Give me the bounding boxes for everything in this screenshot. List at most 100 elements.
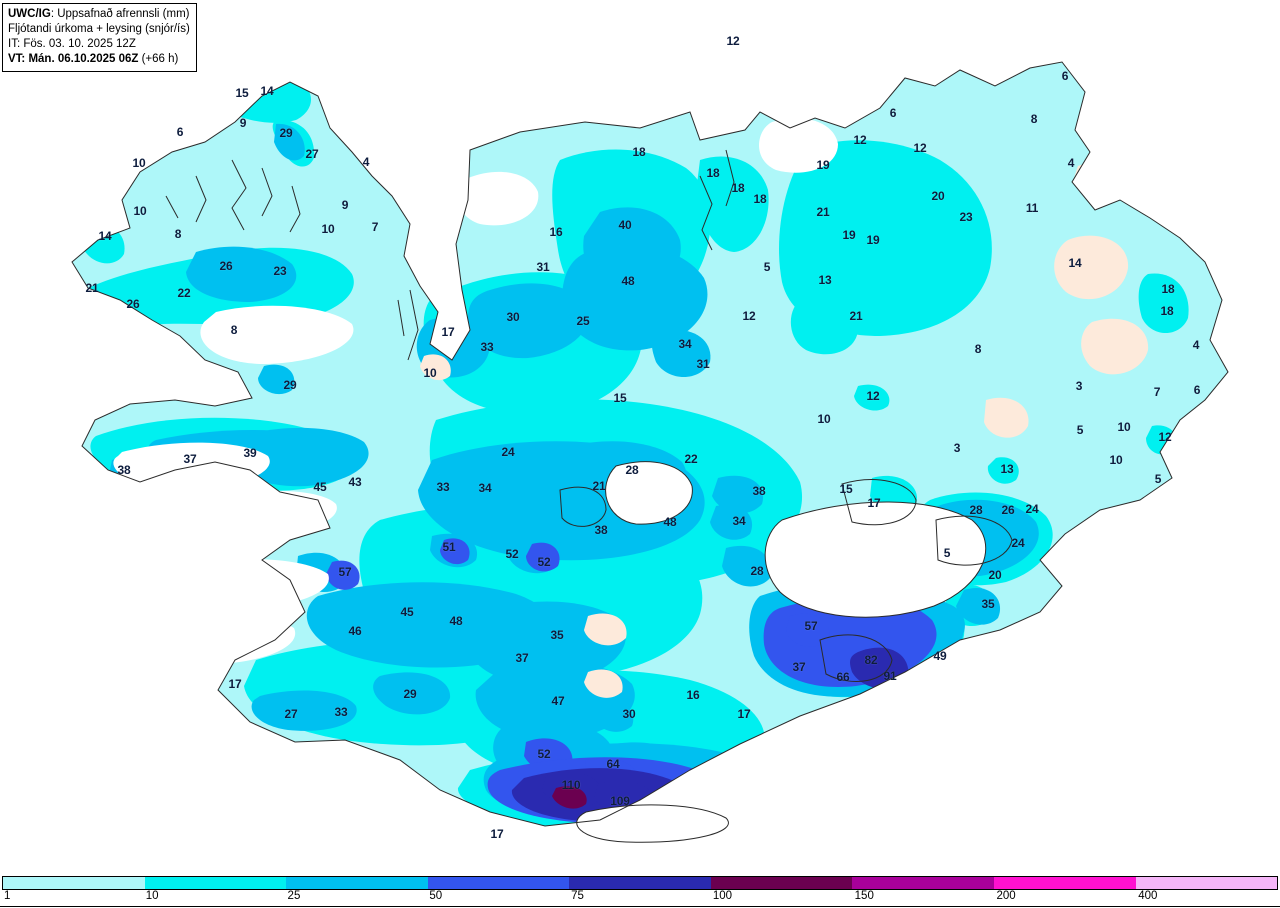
- station-value: 18: [1161, 282, 1175, 296]
- runoff-map: UWC/IG: Uppsafnað afrennsli (mm) Fljótan…: [2, 3, 1229, 843]
- station-value: 3: [953, 441, 961, 455]
- station-value: 9: [341, 198, 349, 212]
- info-valid-line: VT: Mán. 06.10.2025 06Z (+66 h): [8, 52, 190, 67]
- scale-band-400: [1135, 877, 1278, 889]
- info-init-time: IT: Fös. 03. 10. 2025 12Z: [8, 37, 136, 50]
- station-value: 47: [551, 694, 565, 708]
- station-value: 34: [678, 337, 692, 351]
- station-value: 37: [515, 651, 529, 665]
- station-value: 12: [1158, 430, 1172, 444]
- station-value: 5: [1154, 472, 1162, 486]
- scale-tick-1: 1: [4, 890, 11, 902]
- station-value: 17: [228, 677, 242, 691]
- scale-baseline: [0, 906, 1280, 907]
- station-value: 29: [279, 126, 293, 140]
- station-value: 64: [606, 757, 620, 771]
- info-source: UWC/IG: [8, 8, 51, 20]
- station-value: 13: [818, 273, 832, 287]
- station-value: 21: [592, 479, 606, 493]
- station-value: 48: [621, 274, 635, 288]
- station-value: 28: [625, 463, 639, 477]
- station-value: 12: [853, 133, 867, 147]
- station-value: 10: [423, 366, 437, 380]
- station-value: 10: [321, 222, 335, 236]
- station-value: 18: [731, 181, 745, 195]
- station-value: 20: [988, 568, 1002, 582]
- scale-band-200: [993, 877, 1136, 889]
- info-lead-time: (+66 h): [138, 52, 179, 65]
- station-value: 33: [480, 340, 494, 354]
- station-value: 43: [348, 475, 362, 489]
- station-value: 26: [1001, 503, 1015, 517]
- station-value: 6: [1061, 69, 1069, 83]
- station-value: 6: [1193, 383, 1201, 397]
- station-value: 22: [177, 286, 191, 300]
- station-value: 12: [913, 141, 927, 155]
- info-box: UWC/IG: Uppsafnað afrennsli (mm) Fljótan…: [2, 3, 197, 72]
- station-value: 7: [371, 220, 379, 234]
- station-value: 31: [696, 357, 710, 371]
- station-value: 19: [842, 228, 856, 242]
- color-scale-bar: [2, 876, 1278, 890]
- station-value: 25: [576, 314, 590, 328]
- station-value: 10: [817, 412, 831, 426]
- station-value: 8: [230, 323, 238, 337]
- station-value: 57: [338, 565, 352, 579]
- station-value: 20: [931, 189, 945, 203]
- station-value: 4: [362, 155, 370, 169]
- station-value: 37: [792, 660, 806, 674]
- scale-tick-75: 75: [571, 890, 584, 902]
- station-value: 22: [684, 452, 698, 466]
- station-value: 33: [436, 480, 450, 494]
- station-value: 30: [506, 310, 520, 324]
- station-value: 18: [632, 145, 646, 159]
- scale-tick-150: 150: [854, 890, 874, 902]
- station-value: 82: [864, 653, 878, 667]
- station-value: 24: [501, 445, 515, 459]
- station-value: 17: [867, 496, 881, 510]
- station-value: 45: [313, 480, 327, 494]
- station-value: 45: [400, 605, 414, 619]
- station-value: 14: [98, 229, 112, 243]
- station-value: 52: [537, 747, 551, 761]
- station-value: 52: [505, 547, 519, 561]
- station-value: 17: [737, 707, 751, 721]
- station-value: 8: [974, 342, 982, 356]
- station-value: 30: [622, 707, 636, 721]
- scale-band-10: [144, 877, 287, 889]
- station-value: 46: [348, 624, 362, 638]
- station-value: 21: [85, 281, 99, 295]
- station-value: 19: [866, 233, 880, 247]
- station-value: 17: [490, 827, 504, 841]
- station-value: 66: [836, 670, 850, 684]
- color-scale-ticks: 1 10 25 50 75 100 150 200 400: [2, 890, 1278, 906]
- station-value: 9: [239, 116, 247, 130]
- station-value: 38: [117, 463, 131, 477]
- station-value: 31: [536, 260, 550, 274]
- station-value: 35: [550, 628, 564, 642]
- station-value: 34: [478, 481, 492, 495]
- station-value: 26: [219, 259, 233, 273]
- station-value: 4: [1067, 156, 1075, 170]
- station-value: 57: [804, 619, 818, 633]
- station-value: 48: [663, 515, 677, 529]
- station-value: 26: [126, 297, 140, 311]
- scale-band-1: [3, 877, 145, 889]
- station-value: 10: [133, 204, 147, 218]
- station-value: 91: [883, 669, 897, 683]
- station-value: 51: [442, 540, 456, 554]
- station-value: 13: [1000, 462, 1014, 476]
- color-scale: 1 10 25 50 75 100 150 200 400: [0, 866, 1280, 908]
- station-value: 24: [1025, 502, 1039, 516]
- scale-band-75: [569, 877, 711, 889]
- map-canvas: [71, 61, 1229, 843]
- station-value: 27: [305, 147, 319, 161]
- scale-band-100: [710, 877, 853, 889]
- station-value: 21: [816, 205, 830, 219]
- station-value: 11: [1025, 201, 1039, 215]
- scale-tick-100: 100: [712, 890, 733, 902]
- scale-tick-25: 25: [287, 890, 301, 902]
- contour-band-100-150: [552, 786, 587, 809]
- station-value: 40: [618, 218, 632, 232]
- station-value: 27: [284, 707, 298, 721]
